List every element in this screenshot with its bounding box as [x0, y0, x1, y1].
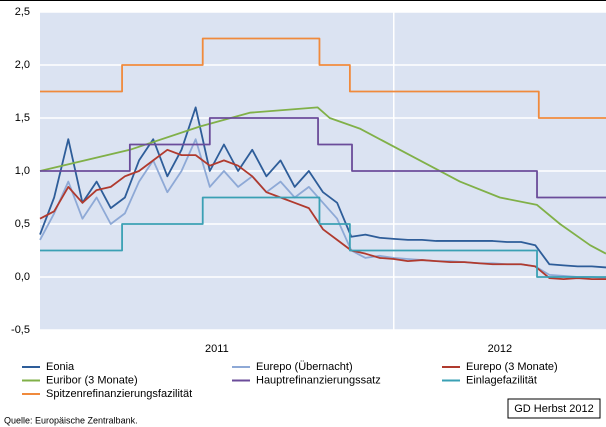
legend-label: Euribor (3 Monate) — [46, 374, 138, 386]
y-tick-label: 1,0 — [15, 165, 30, 177]
source: Quelle: Europäische Zentralbank. — [4, 415, 138, 425]
annotation: GD Herbst 2012 — [514, 403, 593, 415]
legend-label: Einlagefazilität — [466, 374, 537, 386]
series-line — [39, 148, 606, 281]
legend-label: Eonia — [46, 361, 75, 373]
y-tick-label: 0,0 — [15, 271, 30, 283]
series-line — [40, 37, 606, 119]
y-tick-label: 2,0 — [15, 59, 30, 71]
legend-label: Hauptrefinanzierungssatz — [256, 374, 381, 386]
lines — [39, 37, 606, 281]
y-tick-label: 0,5 — [15, 218, 30, 230]
y-tick-label: 2,5 — [15, 6, 30, 18]
series-line — [40, 117, 606, 199]
annotation-box — [507, 398, 601, 419]
legend-label: Spitzenrefinanzierungsfazilität — [46, 388, 192, 400]
x-tick-label: 2011 — [205, 343, 229, 355]
series-line — [39, 106, 606, 255]
y-tick-label: 1,5 — [15, 112, 30, 124]
x-tick-label: 2012 — [488, 343, 512, 355]
labels: 2,5 2,0 1,5 1,0 0,5 0,0 -0,5 2011 2012 Eonia Eurep… — [11, 6, 558, 400]
y-tick-label: -0,5 — [11, 324, 30, 336]
legend-label: Eurepo (3 Monate) — [466, 361, 558, 373]
series-line — [40, 196, 606, 278]
legend-label: Eurepo (Übernacht) — [256, 361, 353, 373]
